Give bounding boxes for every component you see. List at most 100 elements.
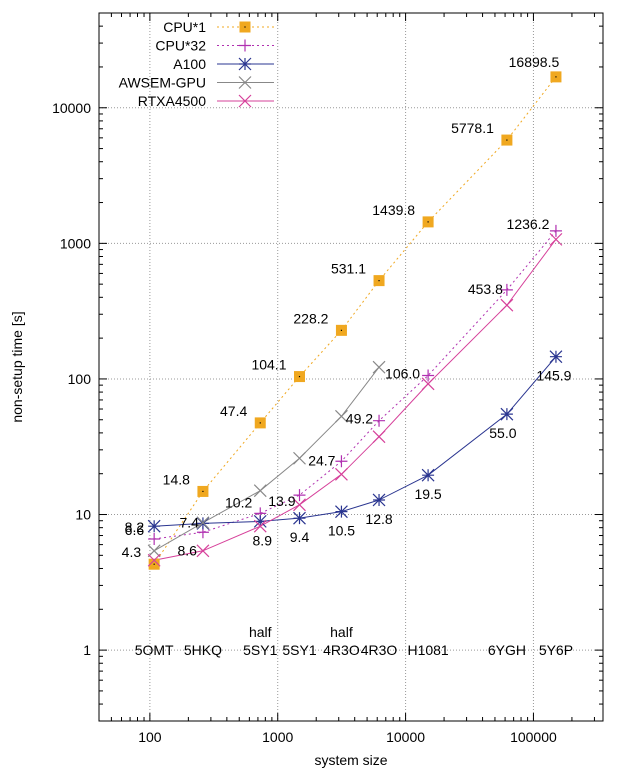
system-label: 6YGH: [488, 642, 526, 658]
point-awsem-gpu: [147, 544, 161, 558]
legend-marker-cpu-1: [239, 21, 251, 33]
legend-marker-rtxa4500: [238, 94, 252, 108]
y-tick-label: 10: [75, 507, 91, 523]
point-cpu-1: [373, 275, 385, 287]
point-a100: [500, 407, 514, 421]
x-tick-label: 1000: [262, 729, 293, 745]
data-label-cpu-32: 6.6: [125, 522, 145, 538]
data-label-cpu-1: 4.3: [122, 544, 142, 560]
data-label-cpu-1: 14.8: [163, 471, 190, 487]
y-tick-label: 100: [68, 371, 92, 387]
point-rtxa4500: [196, 544, 210, 558]
data-label-cpu-32: 24.7: [308, 452, 335, 468]
system-label: H1081: [407, 642, 448, 658]
y-tick-label: 10000: [52, 100, 91, 116]
point-cpu-1: [254, 417, 266, 429]
point-awsem-gpu: [253, 484, 267, 498]
system-label: 4R3O: [361, 642, 398, 658]
data-label-a100: 145.9: [536, 368, 571, 384]
point-a100: [372, 493, 386, 507]
data-labels: 4.3 14.8 47.4 104.1 228.2 531.1 1439.8 5778.1 16…: [122, 54, 572, 560]
data-label-cpu-32: 13.9: [268, 493, 295, 509]
point-a100: [335, 505, 348, 519]
data-label-cpu-32: 1236.2: [507, 216, 550, 232]
legend-label-cpu-32: CPU*32: [155, 38, 206, 54]
point-cpu-1: [148, 558, 160, 570]
data-label-a100: 8.6: [177, 542, 197, 558]
point-awsem-gpu: [293, 451, 306, 465]
data-label-a100: 12.8: [365, 511, 392, 527]
data-label-a100: 10.5: [328, 523, 355, 539]
data-label-cpu-1: 531.1: [331, 261, 366, 277]
system-label: half: [330, 624, 353, 640]
plot-frame: [98, 12, 604, 722]
point-rtxa4500: [147, 553, 161, 567]
point-rtxa4500: [253, 519, 267, 533]
point-a100: [253, 514, 267, 528]
system-label: 5HKQ: [184, 642, 222, 658]
point-cpu-1: [501, 134, 513, 146]
axis-ticks: 100 1000 10000 100000 1 10 100 1000 10000: [52, 12, 603, 745]
data-label-cpu-1: 104.1: [251, 357, 286, 373]
point-cpu-32: [422, 369, 435, 382]
legend-label-cpu-1: CPU*1: [163, 19, 206, 35]
point-cpu-1: [197, 485, 209, 497]
data-label-a100: 9.4: [290, 529, 310, 545]
system-label: 4R3O: [323, 642, 360, 658]
series-line-cpu-1: [153, 76, 557, 565]
point-cpu-32: [335, 455, 348, 468]
point-cpu-32: [373, 414, 386, 427]
series-layer: [147, 71, 563, 570]
point-cpu-32: [293, 489, 306, 502]
data-label-cpu-32: 49.2: [346, 411, 373, 427]
point-rtxa4500: [500, 298, 514, 312]
point-a100: [147, 519, 161, 533]
data-label-cpu-1: 5778.1: [451, 120, 494, 136]
legend-label-a100: A100: [173, 56, 206, 72]
system-label: 5OMT: [135, 642, 174, 658]
point-cpu-32: [549, 224, 562, 237]
legend: CPU*1 CPU*32 A100 AWSEM-GPU RTXA4500: [119, 19, 274, 109]
point-cpu-32: [148, 532, 161, 545]
data-label-cpu-32: 453.8: [468, 281, 503, 297]
point-a100: [421, 468, 435, 482]
system-label: 5SY1: [243, 642, 277, 658]
series-line-cpu-32: [154, 230, 557, 540]
point-cpu-32: [500, 283, 513, 296]
x-tick-label: 100000: [510, 729, 557, 745]
system-label: 5SY1: [282, 642, 316, 658]
point-awsem-gpu: [196, 516, 210, 530]
system-label: 5Y6P: [539, 642, 573, 658]
legend-label-rtxa4500: RTXA4500: [138, 93, 206, 109]
data-label-a100: 8.2: [125, 519, 145, 535]
data-label-a100: 19.5: [414, 486, 441, 502]
point-cpu-1: [550, 71, 562, 83]
point-a100: [293, 511, 306, 525]
point-awsem-gpu: [372, 360, 386, 374]
data-label-cpu-1: 1439.8: [372, 202, 415, 218]
grid: [99, 13, 603, 721]
point-a100: [549, 350, 563, 364]
series-line-a100: [154, 356, 557, 527]
point-rtxa4500: [293, 498, 306, 512]
point-awsem-gpu: [335, 409, 348, 423]
series-line-awsem-gpu: [153, 366, 380, 552]
system-label: half: [249, 624, 272, 640]
x-axis-title: system size: [314, 752, 387, 768]
data-label-cpu-1: 228.2: [293, 310, 328, 326]
point-rtxa4500: [421, 377, 435, 391]
system-annotations: 5OMT 5HKQ half 5SY1 5SY1 half 4R3O 4R3O H1081 6YG…: [135, 624, 573, 658]
point-rtxa4500: [549, 232, 563, 246]
y-tick-label: 1: [83, 642, 91, 658]
data-label-cpu-32: 10.2: [225, 494, 252, 510]
point-rtxa4500: [335, 467, 348, 481]
legend-label-awsem-gpu: AWSEM-GPU: [119, 75, 206, 91]
y-tick-label: 1000: [60, 235, 91, 251]
x-tick-label: 10000: [386, 729, 425, 745]
data-label-a100: 8.9: [253, 532, 273, 548]
legend-marker-a100: [238, 57, 252, 71]
point-cpu-1: [335, 324, 347, 336]
data-label-cpu-1: 16898.5: [509, 54, 560, 70]
point-cpu-1: [294, 371, 306, 383]
